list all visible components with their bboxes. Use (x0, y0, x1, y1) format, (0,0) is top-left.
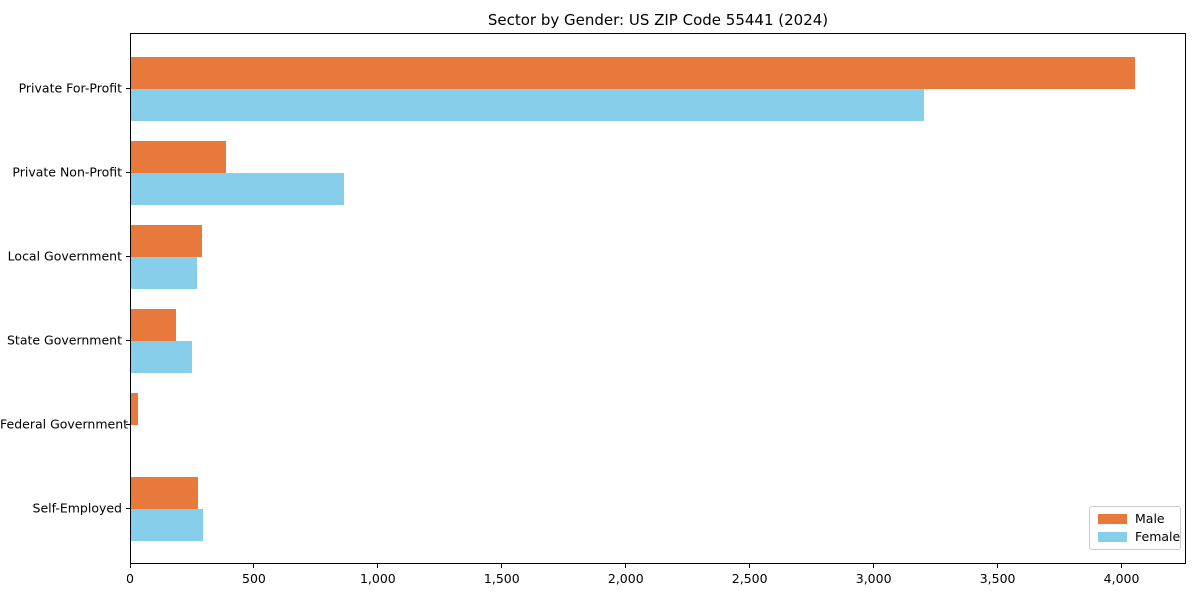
x-axis-tick (501, 564, 503, 568)
y-axis-tick (126, 340, 130, 341)
x-axis-tick (129, 564, 131, 568)
legend-swatch-female (1098, 531, 1127, 542)
x-axis-label: 500 (242, 571, 266, 586)
legend-label-male: Male (1135, 511, 1165, 526)
bar-female-3 (131, 341, 192, 373)
bar-male-2 (131, 225, 202, 257)
x-axis-label: 2,000 (607, 571, 644, 586)
y-axis-tick (126, 172, 130, 173)
legend-item-female: Female (1098, 530, 1180, 544)
y-axis-label: Private Non-Profit (12, 164, 122, 180)
x-axis-tick (377, 564, 379, 568)
y-axis-tick (126, 424, 130, 425)
x-axis-label: 3,000 (855, 571, 892, 586)
y-axis-label: Private For-Profit (18, 80, 122, 96)
x-axis-tick (873, 564, 875, 568)
y-axis-label: Local Government (7, 248, 122, 264)
bar-female-1 (131, 173, 345, 205)
bar-male-5 (131, 477, 198, 509)
x-axis-tick (997, 564, 999, 568)
x-axis-tick (1121, 564, 1123, 568)
x-axis-tick (749, 564, 751, 568)
x-axis-label: 3,500 (979, 571, 1016, 586)
x-axis-label: 0 (126, 571, 134, 586)
bar-male-1 (131, 141, 227, 173)
y-axis-tick (126, 508, 130, 509)
legend-label-female: Female (1135, 528, 1181, 544)
chart-title: Sector by Gender: US ZIP Code 55441 (202… (487, 11, 829, 29)
plot-area (130, 33, 1186, 564)
bar-male-4 (131, 393, 139, 425)
x-axis-label: 4,000 (1103, 571, 1140, 586)
x-axis-tick (253, 564, 255, 568)
legend: Male Female (1089, 506, 1181, 550)
y-axis-tick (126, 88, 130, 89)
y-axis-label: State Government (6, 332, 122, 348)
y-axis-tick (126, 256, 130, 257)
y-axis-label: Federal Government (0, 416, 129, 432)
x-axis-label: 1,000 (359, 571, 396, 586)
bar-female-0 (131, 89, 925, 121)
legend-swatch-male (1098, 514, 1127, 525)
legend-item-male: Male (1098, 511, 1172, 526)
bar-female-2 (131, 257, 197, 289)
x-axis-label: 2,500 (731, 571, 768, 586)
y-axis-label: Self-Employed (32, 500, 122, 516)
bar-male-0 (131, 57, 1135, 89)
x-axis-tick (625, 564, 627, 568)
x-axis-label: 1,500 (483, 571, 520, 586)
bar-male-3 (131, 309, 176, 341)
bar-female-5 (131, 509, 203, 541)
